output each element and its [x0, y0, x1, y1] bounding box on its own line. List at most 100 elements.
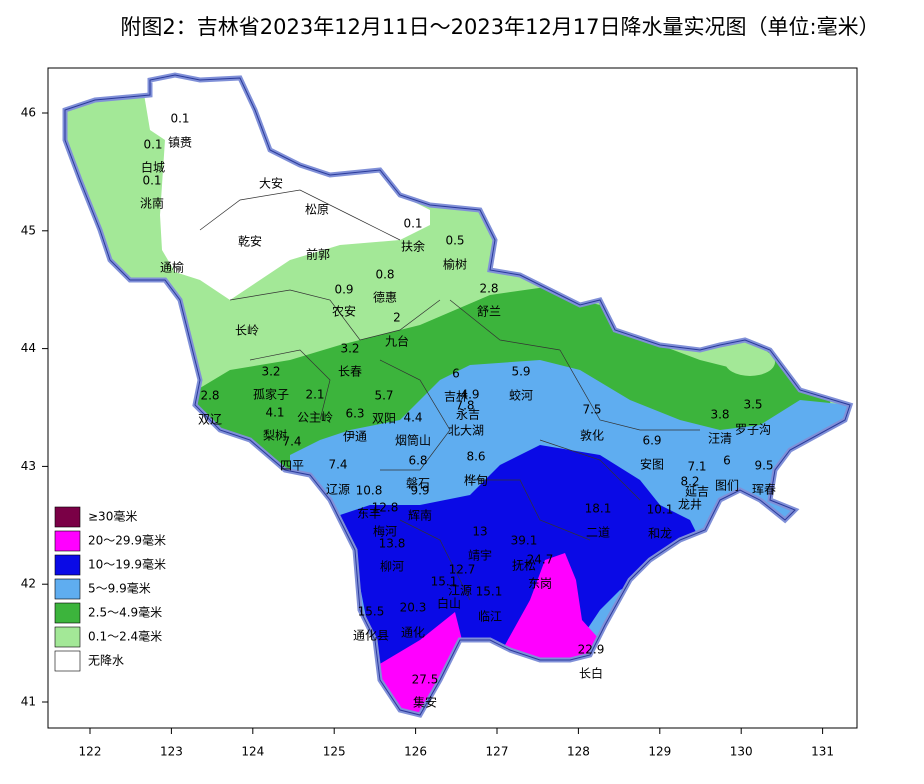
station-name: 通化 — [401, 626, 425, 640]
x-tick-label: 129 — [648, 745, 671, 759]
x-tick-label: 130 — [730, 745, 753, 759]
x-tick-label: 126 — [404, 745, 427, 759]
station-value: 15.5 — [358, 605, 385, 619]
legend-label: 20～29.9毫米 — [88, 533, 166, 548]
station-value: 4.1 — [265, 406, 284, 420]
station-value: 15.1 — [476, 585, 503, 599]
legend-swatch — [54, 554, 81, 576]
legend-label: 2.5～4.9毫米 — [88, 605, 162, 620]
station-name: 二道 — [586, 526, 610, 540]
station-name: 延吉 — [685, 485, 709, 499]
zone — [505, 553, 606, 662]
station-name: 榆树 — [443, 257, 467, 272]
y-tick-label: 44 — [21, 341, 36, 355]
station-value: 10.1 — [647, 503, 674, 517]
station-name: 敦化 — [580, 428, 604, 443]
y-tick-label: 41 — [21, 695, 36, 709]
y-tick-label: 46 — [21, 106, 36, 120]
station-value: 10.8 — [356, 484, 383, 498]
station-value: 6.3 — [345, 407, 364, 421]
legend-swatch — [54, 506, 81, 528]
station-value: 7.1 — [687, 460, 706, 474]
station-value: 0.1 — [143, 138, 162, 152]
station-value: 0.1 — [170, 112, 189, 126]
station-name: 罗子沟 — [735, 423, 771, 437]
legend-label: 10～19.9毫米 — [88, 557, 166, 572]
x-tick-label: 125 — [323, 745, 346, 759]
place-name: 通榆 — [160, 260, 184, 275]
station-name: 辉南 — [408, 508, 432, 523]
station-value: 9.5 — [754, 459, 773, 473]
station-value: 8.6 — [466, 450, 485, 464]
station-value: 12.8 — [372, 501, 399, 515]
station-name: 镇赉 — [168, 136, 192, 150]
x-tick-label: 128 — [567, 745, 590, 759]
place-name: 长岭 — [235, 324, 259, 338]
station-name: 珲春 — [752, 483, 776, 497]
station-name: 柳河 — [380, 560, 404, 574]
station-name: 北大湖 — [448, 423, 484, 438]
legend-swatch — [54, 626, 81, 648]
station-value: 2.8 — [479, 282, 498, 296]
station-name: 江源 — [448, 584, 472, 598]
legend-swatch — [54, 602, 81, 624]
station-value: 4.4 — [403, 411, 422, 425]
station-value: 0.9 — [334, 283, 353, 297]
station-name: 永吉 — [456, 408, 480, 422]
x-tick-label: 124 — [241, 745, 264, 759]
station-name: 梨树 — [263, 428, 287, 443]
station-value: 6.8 — [408, 454, 427, 468]
station-value: 2.8 — [200, 389, 219, 403]
station-name: 双辽 — [198, 413, 222, 427]
station-value: 3.8 — [710, 408, 729, 422]
station-name: 梅河 — [373, 524, 397, 539]
place-name: 前郭 — [306, 247, 330, 262]
station-value: 0.1 — [403, 217, 422, 231]
station-name: 农安 — [332, 304, 356, 319]
station-value: 5.9 — [511, 365, 530, 379]
station-value: 7.4 — [328, 458, 347, 472]
station-value: 0.5 — [445, 234, 464, 248]
zone — [378, 612, 462, 715]
station-value: 7.8 — [455, 399, 474, 413]
station-value: 12.7 — [449, 563, 476, 577]
station-name: 吉林 — [444, 390, 468, 404]
station-value: 15.1 — [431, 575, 458, 589]
county-boundaries — [199, 189, 700, 601]
station-name: 孤家子 — [253, 387, 289, 402]
x-tick-label: 123 — [160, 745, 183, 759]
station-value: 7.5 — [582, 403, 601, 417]
station-name: 九台 — [385, 334, 409, 349]
station-name: 洮南 — [140, 196, 164, 211]
station-value: 7.4 — [282, 435, 301, 449]
station-name: 汪清 — [708, 432, 732, 446]
station-name: 龙井 — [678, 498, 702, 512]
station-name: 公主岭 — [297, 411, 333, 425]
station-name: 双阳 — [372, 412, 396, 426]
station-name: 德惠 — [373, 290, 397, 305]
station-value: 24.7 — [527, 553, 554, 567]
legend-swatch — [54, 530, 81, 552]
station-value: 6 — [452, 367, 460, 381]
station-value: 4.9 — [460, 388, 479, 402]
legend-label: 0.1～2.4毫米 — [88, 629, 162, 644]
station-name: 白城 — [141, 160, 165, 175]
station-name: 舒兰 — [477, 305, 501, 319]
legend-swatch — [54, 650, 81, 672]
station-value: 13.8 — [379, 537, 406, 551]
legend-label: ≥30毫米 — [88, 509, 137, 524]
station-name: 蛟河 — [509, 388, 533, 403]
y-tick-label: 42 — [21, 577, 36, 591]
station-value: 22.9 — [578, 643, 605, 657]
legend-swatch — [54, 578, 81, 600]
station-value: 0.8 — [375, 268, 394, 282]
station-value: 9.9 — [410, 484, 429, 498]
x-tick-label: 127 — [486, 745, 509, 759]
station-name: 长春 — [338, 365, 362, 379]
zone — [725, 348, 775, 376]
station-name: 靖宇 — [468, 549, 492, 563]
y-tick-label: 43 — [21, 459, 36, 473]
station-name: 白山 — [437, 596, 461, 611]
